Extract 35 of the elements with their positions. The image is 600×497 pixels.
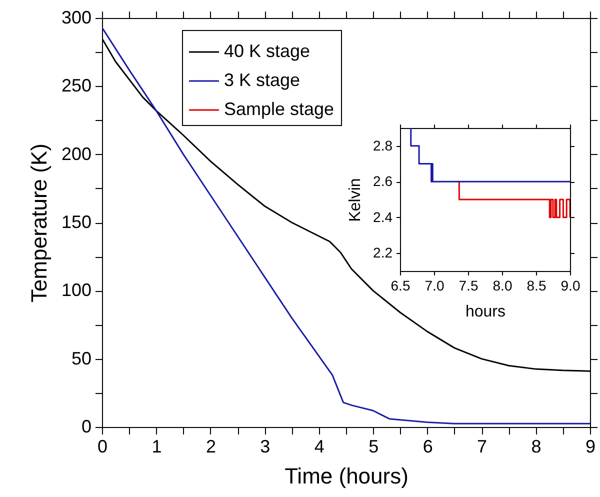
x-tick-label: 7.0 — [424, 278, 444, 294]
y-axis-title: Kelvin — [347, 178, 364, 222]
y-tick-label: 2.6 — [373, 173, 393, 190]
y-tick-label: 150 — [61, 212, 92, 232]
x-tick-label: 2 — [206, 436, 216, 456]
y-tick-label: 50 — [71, 348, 92, 368]
x-tick-label: 8 — [531, 436, 542, 456]
x-tick-label: 4 — [314, 436, 324, 456]
x-tick-label: 9 — [585, 436, 596, 456]
y-tick-label: 2.8 — [373, 137, 393, 154]
x-tick-label: 8.0 — [492, 278, 512, 294]
legend-label: 40 K stage — [224, 41, 310, 61]
legend-label: 3 K stage — [224, 70, 300, 90]
x-tick-label: 3 — [260, 436, 270, 456]
x-axis-title: hours — [465, 304, 506, 320]
x-tick-label: 9.0 — [560, 278, 580, 294]
y-tick-label: 2.4 — [373, 208, 393, 225]
y-axis-title: Temperature (K) — [26, 144, 52, 302]
x-tick-label: 7 — [477, 436, 488, 456]
y-tick-label: 0 — [81, 416, 92, 436]
y-tick-label: 200 — [61, 144, 92, 164]
x-tick-label: 0 — [97, 436, 108, 456]
x-tick-label: 6 — [422, 436, 433, 456]
legend-label: Sample stage — [224, 99, 334, 119]
x-tick-label: 6.5 — [390, 278, 410, 294]
y-tick-label: 2.2 — [373, 244, 393, 261]
y-tick-label: 300 — [61, 8, 92, 28]
x-tick-label: 5 — [368, 436, 379, 456]
x-axis-title: Time (hours) — [284, 464, 408, 488]
y-tick-label: 100 — [61, 280, 92, 300]
x-tick-label: 7.5 — [458, 278, 478, 294]
line-series — [102, 26, 590, 424]
x-tick-label: 8.5 — [526, 278, 546, 294]
x-tick-label: 1 — [152, 436, 162, 456]
y-tick-label: 250 — [61, 76, 92, 96]
